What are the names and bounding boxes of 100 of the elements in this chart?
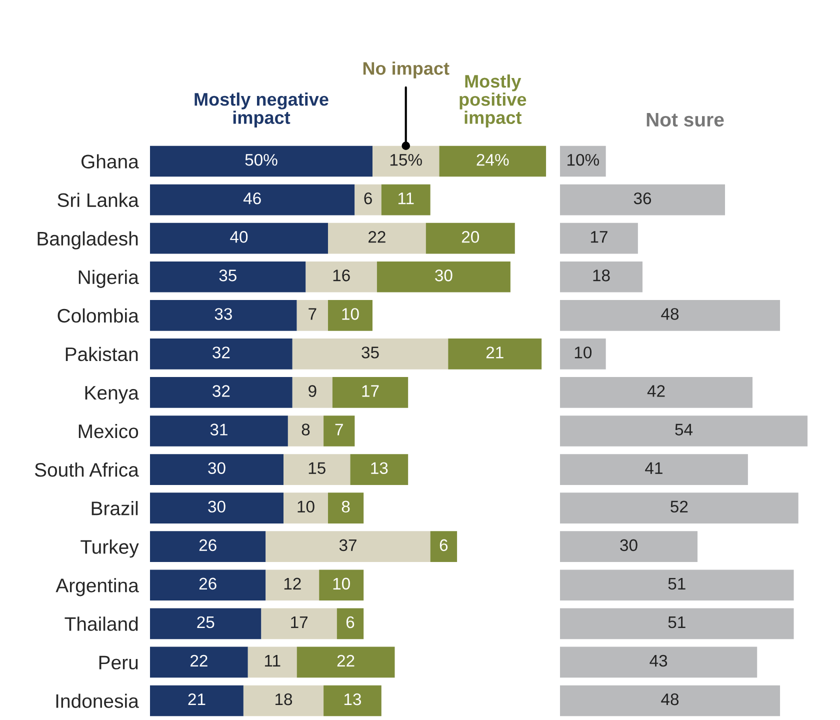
y-tick-label: Mexico bbox=[78, 424, 138, 438]
bar bbox=[430, 531, 458, 562]
data-label: 8 bbox=[342, 500, 350, 513]
bar bbox=[560, 184, 726, 216]
data-label: 31 bbox=[210, 424, 228, 436]
data-label: 20 bbox=[462, 231, 480, 243]
bar bbox=[560, 222, 638, 254]
y-tick-label: Thailand bbox=[64, 616, 138, 631]
data-label: 18 bbox=[593, 270, 610, 282]
bar bbox=[560, 261, 643, 292]
data-label: 22 bbox=[337, 654, 354, 667]
y-tick-label: Pakistan bbox=[66, 346, 138, 362]
bar bbox=[560, 377, 753, 408]
data-label: 26 bbox=[199, 578, 216, 590]
series-label: Mostly positive impact bbox=[460, 74, 526, 128]
bar bbox=[150, 416, 288, 446]
data-label: 50% bbox=[245, 154, 278, 166]
bar bbox=[328, 492, 364, 524]
y-tick-label: Sri Lanka bbox=[58, 192, 139, 208]
data-label: 25 bbox=[197, 616, 214, 628]
bar bbox=[336, 608, 364, 640]
bar bbox=[560, 492, 798, 524]
bar bbox=[243, 685, 324, 716]
y-tick-label: Brazil bbox=[92, 501, 138, 516]
data-label: 18 bbox=[276, 693, 292, 706]
bar bbox=[292, 338, 448, 370]
data-label: 13 bbox=[371, 462, 388, 474]
data-label: 42 bbox=[647, 385, 665, 397]
data-label: 11 bbox=[398, 192, 414, 204]
bar bbox=[560, 300, 780, 331]
bar bbox=[560, 416, 808, 446]
data-label: 7 bbox=[308, 308, 316, 320]
data-label: 13 bbox=[344, 693, 362, 706]
bar bbox=[283, 454, 350, 485]
data-label: 51 bbox=[668, 578, 686, 590]
data-label: 43 bbox=[650, 654, 668, 667]
data-label: 10% bbox=[568, 154, 600, 166]
data-label: 48 bbox=[661, 693, 679, 706]
data-label: 16 bbox=[333, 270, 350, 282]
data-label: 6 bbox=[440, 539, 448, 552]
bar bbox=[448, 338, 542, 370]
y-tick-label: Argentina bbox=[56, 578, 139, 596]
bar bbox=[324, 416, 355, 446]
bar bbox=[560, 454, 748, 485]
data-label: 6 bbox=[364, 192, 372, 204]
data-label: 17 bbox=[362, 385, 379, 397]
data-label: 10 bbox=[298, 500, 314, 513]
bar bbox=[248, 646, 297, 678]
data-label: 30 bbox=[620, 539, 638, 552]
y-tick-label: Bangladesh bbox=[38, 231, 138, 250]
data-label: 11 bbox=[264, 655, 280, 667]
bar bbox=[150, 146, 372, 177]
bar bbox=[150, 222, 328, 254]
bar bbox=[150, 531, 266, 562]
bar bbox=[560, 531, 698, 562]
bar bbox=[150, 492, 284, 524]
data-label: 22 bbox=[368, 231, 386, 243]
y-tick-label: Turkey bbox=[80, 540, 139, 558]
bar bbox=[150, 300, 297, 331]
bar bbox=[560, 146, 606, 177]
data-label: 15 bbox=[308, 462, 326, 474]
bar bbox=[150, 646, 248, 678]
data-label: 10 bbox=[333, 578, 350, 590]
data-label: 12 bbox=[284, 578, 301, 590]
y-tick-label: Ghana bbox=[81, 154, 139, 169]
bar bbox=[560, 338, 606, 370]
bar bbox=[426, 222, 515, 254]
bar bbox=[560, 685, 780, 716]
bar bbox=[150, 608, 262, 640]
data-label: 48 bbox=[661, 308, 679, 320]
data-label: 33 bbox=[214, 308, 232, 320]
bar bbox=[150, 261, 306, 292]
y-tick-label: Nigeria bbox=[78, 270, 139, 288]
data-label: 35 bbox=[362, 346, 379, 358]
data-label: 8 bbox=[302, 424, 310, 436]
bar bbox=[350, 454, 408, 485]
text: No impact bbox=[363, 62, 450, 78]
data-label: 7 bbox=[335, 424, 343, 436]
bar bbox=[150, 570, 266, 601]
bar bbox=[306, 261, 377, 292]
bar bbox=[560, 608, 794, 640]
data-label: 54 bbox=[675, 424, 693, 436]
data-label: 22 bbox=[190, 654, 208, 667]
bar bbox=[150, 454, 284, 485]
bar bbox=[376, 261, 510, 292]
bar bbox=[261, 608, 337, 640]
bar bbox=[150, 338, 292, 370]
data-label: 35 bbox=[219, 270, 236, 282]
data-label: 32 bbox=[212, 346, 230, 358]
bar bbox=[560, 570, 794, 601]
data-label: 30 bbox=[208, 462, 226, 474]
bar bbox=[283, 492, 328, 524]
bar bbox=[560, 646, 758, 678]
data-label: 17 bbox=[291, 616, 308, 628]
bar bbox=[296, 646, 395, 678]
data-label: 37 bbox=[339, 539, 356, 552]
bar bbox=[266, 570, 320, 601]
bar bbox=[332, 377, 408, 408]
y-tick-label: South Africa bbox=[34, 462, 139, 477]
data-label: 40 bbox=[230, 231, 248, 243]
